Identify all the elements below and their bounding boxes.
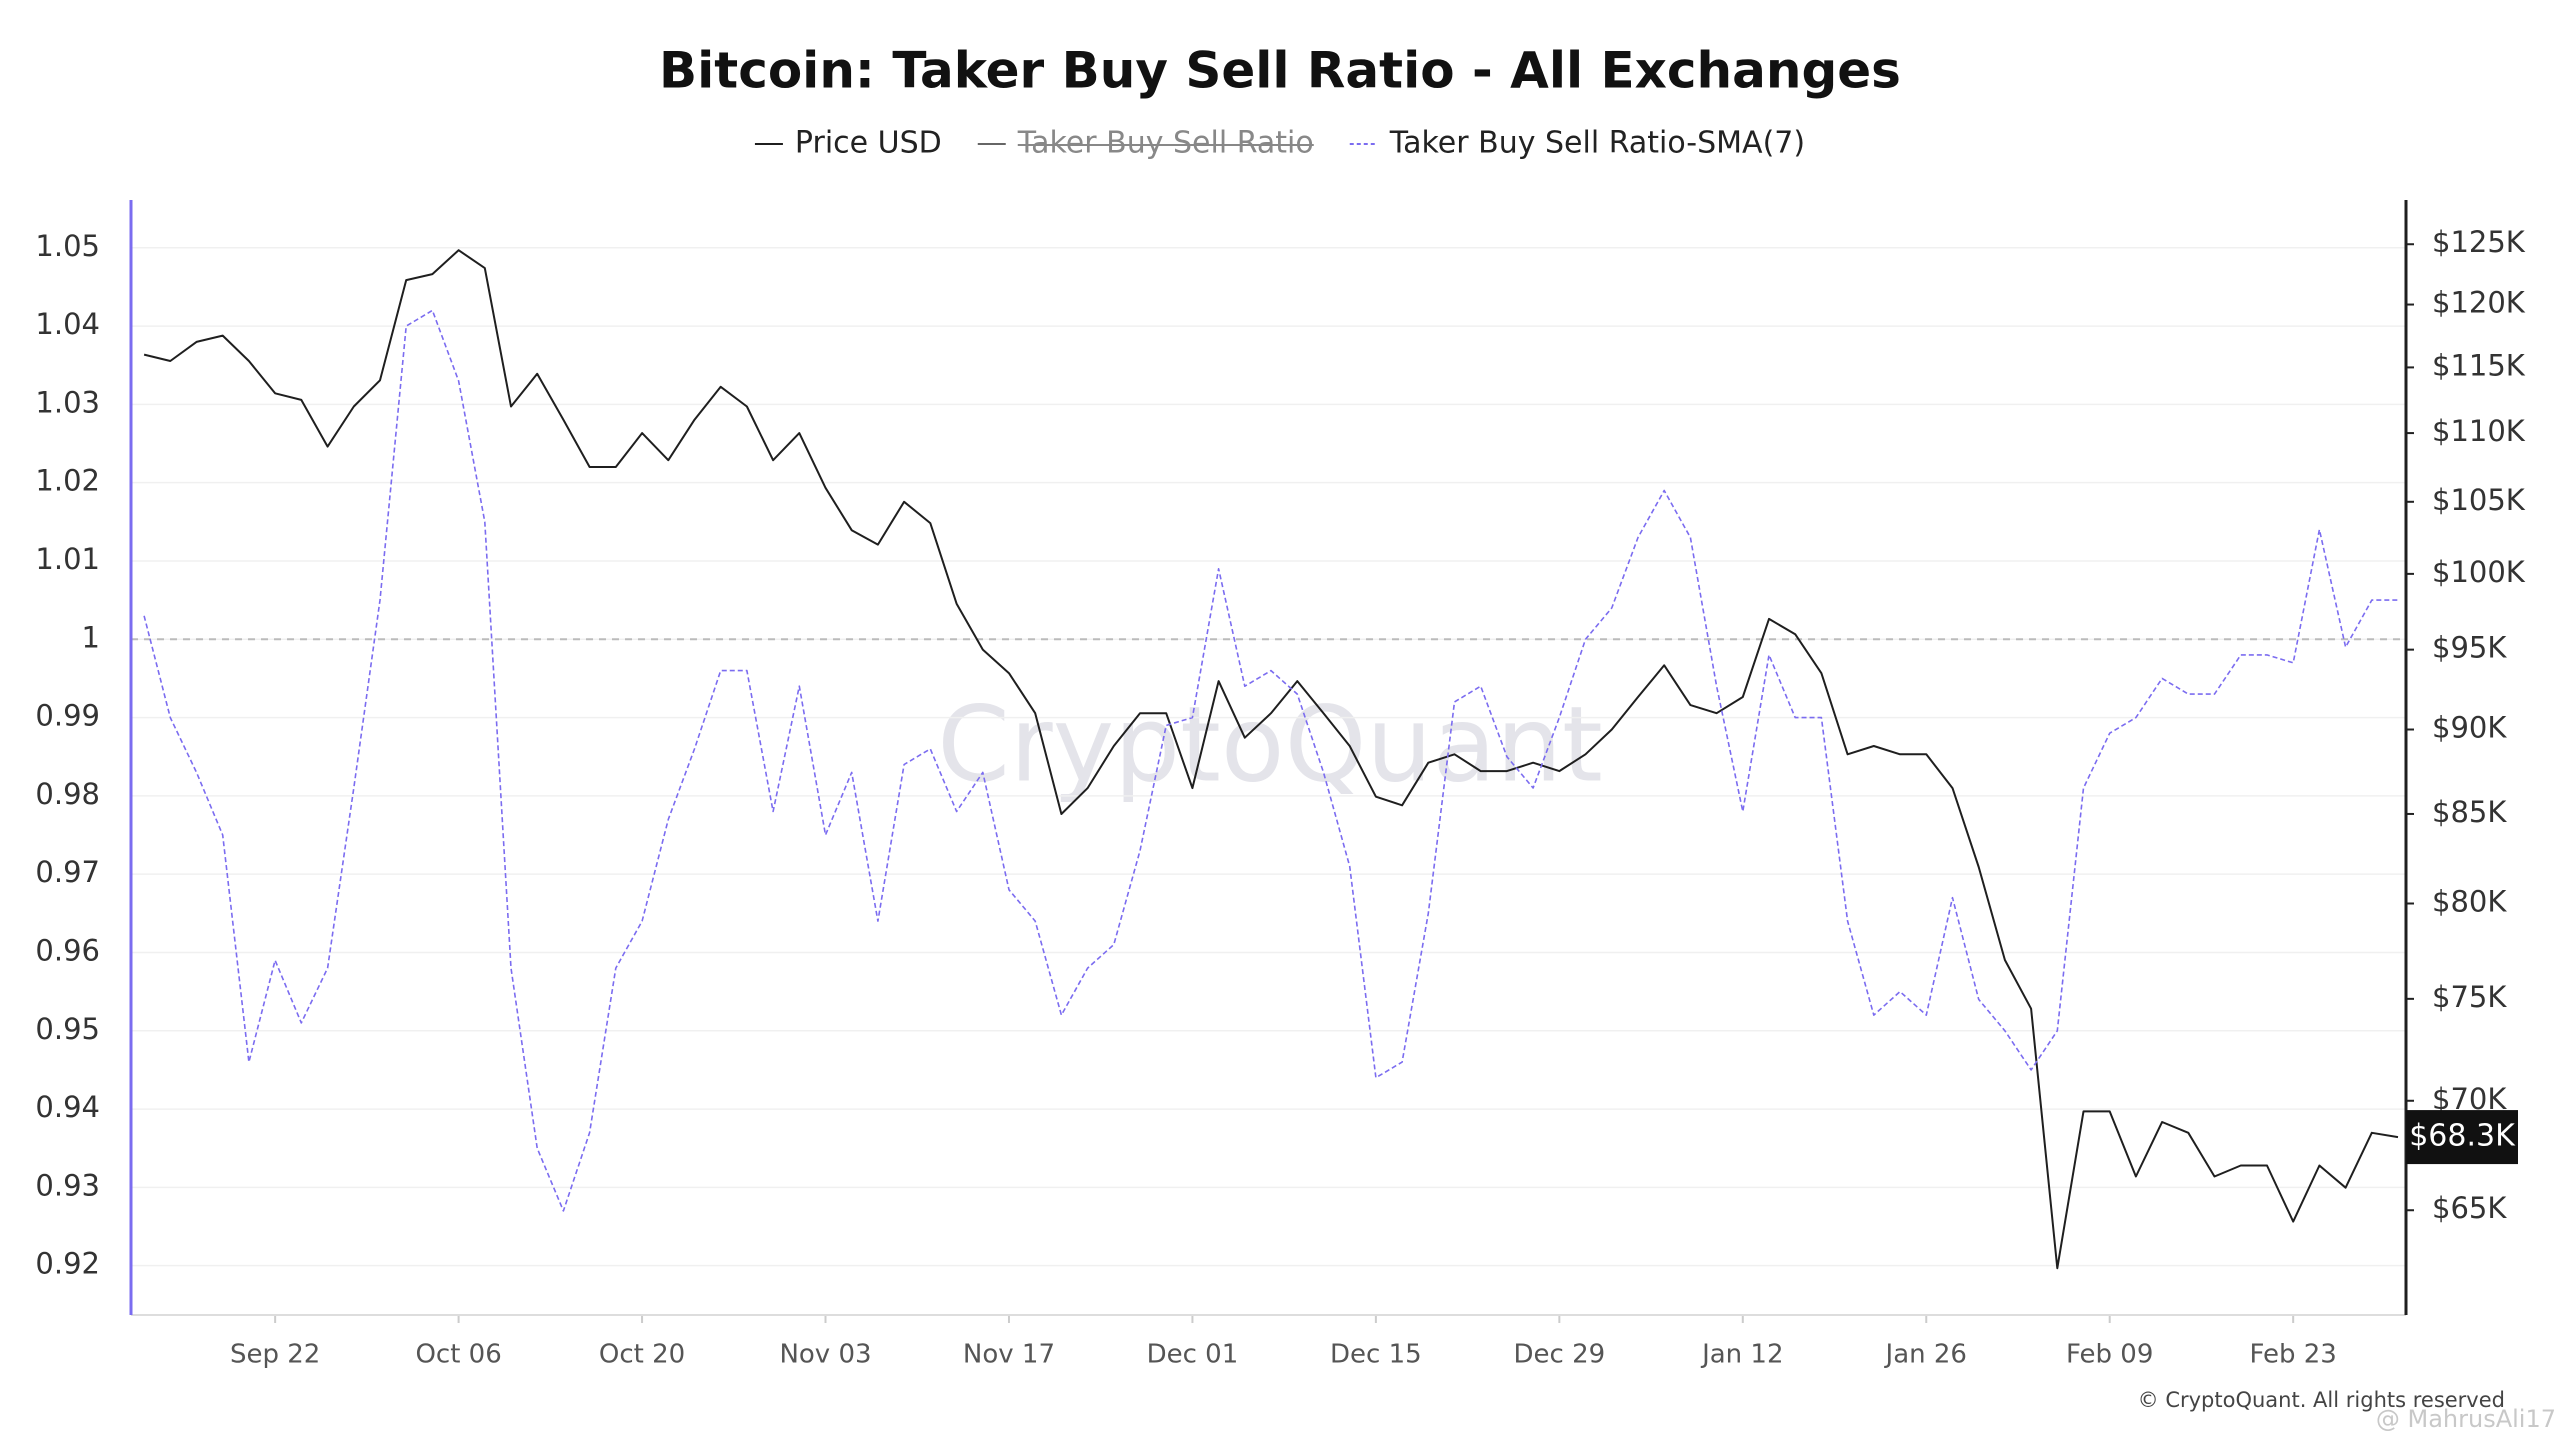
series-line xyxy=(143,249,2399,1270)
credit: @ MahrusAli17 xyxy=(2376,1405,2556,1433)
x-tick-label: Oct 06 xyxy=(415,1340,501,1370)
x-tick-label: Jan 12 xyxy=(1700,1340,1783,1370)
legend-item[interactable]: Taker Buy Sell Ratio xyxy=(977,126,1314,161)
y-tick-label: 1.04 xyxy=(35,307,100,341)
legend-label: Taker Buy Sell Ratio-SMA(7) xyxy=(1389,126,1805,161)
y-tick-label: 1.02 xyxy=(35,464,100,498)
x-tick-label: Dec 29 xyxy=(1514,1340,1606,1370)
price-marker xyxy=(2406,1110,2518,1165)
y-tick-label: 1.01 xyxy=(35,542,100,576)
watermark: CryptoQuant xyxy=(937,683,1603,805)
y-tick-label: 0.96 xyxy=(35,933,100,967)
legend-label: Price USD xyxy=(795,126,942,161)
series-line xyxy=(143,309,2398,1212)
y2-tick-label: $85K xyxy=(2432,795,2507,829)
legend: Price USD Taker Buy Sell Ratio Taker Buy S… xyxy=(754,126,1805,161)
x-tick-label: Oct 20 xyxy=(599,1340,685,1370)
x-tick-label: Nov 17 xyxy=(963,1340,1055,1370)
x-tick-label: Jan 26 xyxy=(1884,1340,1967,1370)
x-tick-label: Feb 23 xyxy=(2249,1340,2336,1370)
y-tick-label: 0.94 xyxy=(35,1090,100,1124)
y-tick-label: 0.97 xyxy=(35,855,100,889)
y2-tick-label: $105K xyxy=(2432,483,2526,517)
y-tick-label: 1.03 xyxy=(35,385,100,419)
copyright: © CryptoQuant. All rights reserved xyxy=(2138,1388,2505,1412)
x-tick-label: Nov 03 xyxy=(779,1340,871,1370)
y-tick-label: 1.05 xyxy=(35,229,100,263)
chart-title: Bitcoin: Taker Buy Sell Ratio - All Exch… xyxy=(659,42,1901,100)
y2-tick-label: $75K xyxy=(2432,980,2507,1014)
y-tick-label: 0.92 xyxy=(35,1247,100,1281)
y-tick-label: 0.95 xyxy=(35,1012,100,1046)
y2-tick-label: $120K xyxy=(2432,286,2526,320)
y2-tick-label: $65K xyxy=(2432,1191,2507,1225)
y2-tick-label: $95K xyxy=(2432,631,2507,665)
x-tick-label: Feb 09 xyxy=(2066,1340,2153,1370)
y2-tick-label: $110K xyxy=(2432,414,2526,448)
x-tick-label: Sep 22 xyxy=(230,1340,320,1370)
y2-tick-label: $100K xyxy=(2432,555,2526,589)
y-tick-label: 0.98 xyxy=(35,777,100,811)
price-marker-label: $68.3K xyxy=(2409,1119,2516,1154)
y2-tick-label: $115K xyxy=(2432,348,2526,382)
legend-item[interactable]: Price USD xyxy=(754,126,942,161)
x-tick-label: Dec 15 xyxy=(1330,1340,1422,1370)
legend-item[interactable]: Taker Buy Sell Ratio-SMA(7) xyxy=(1349,126,1805,161)
y-tick-label: 0.93 xyxy=(35,1168,100,1202)
y2-tick-label: $90K xyxy=(2432,711,2507,745)
x-tick-label: Dec 01 xyxy=(1147,1340,1239,1370)
y-tick-label: 1 xyxy=(82,620,100,654)
y2-tick-label: $80K xyxy=(2432,885,2507,919)
legend-label: Taker Buy Sell Ratio xyxy=(1017,126,1314,161)
y-tick-label: 0.99 xyxy=(35,699,100,733)
y2-tick-label: $125K xyxy=(2432,225,2526,259)
